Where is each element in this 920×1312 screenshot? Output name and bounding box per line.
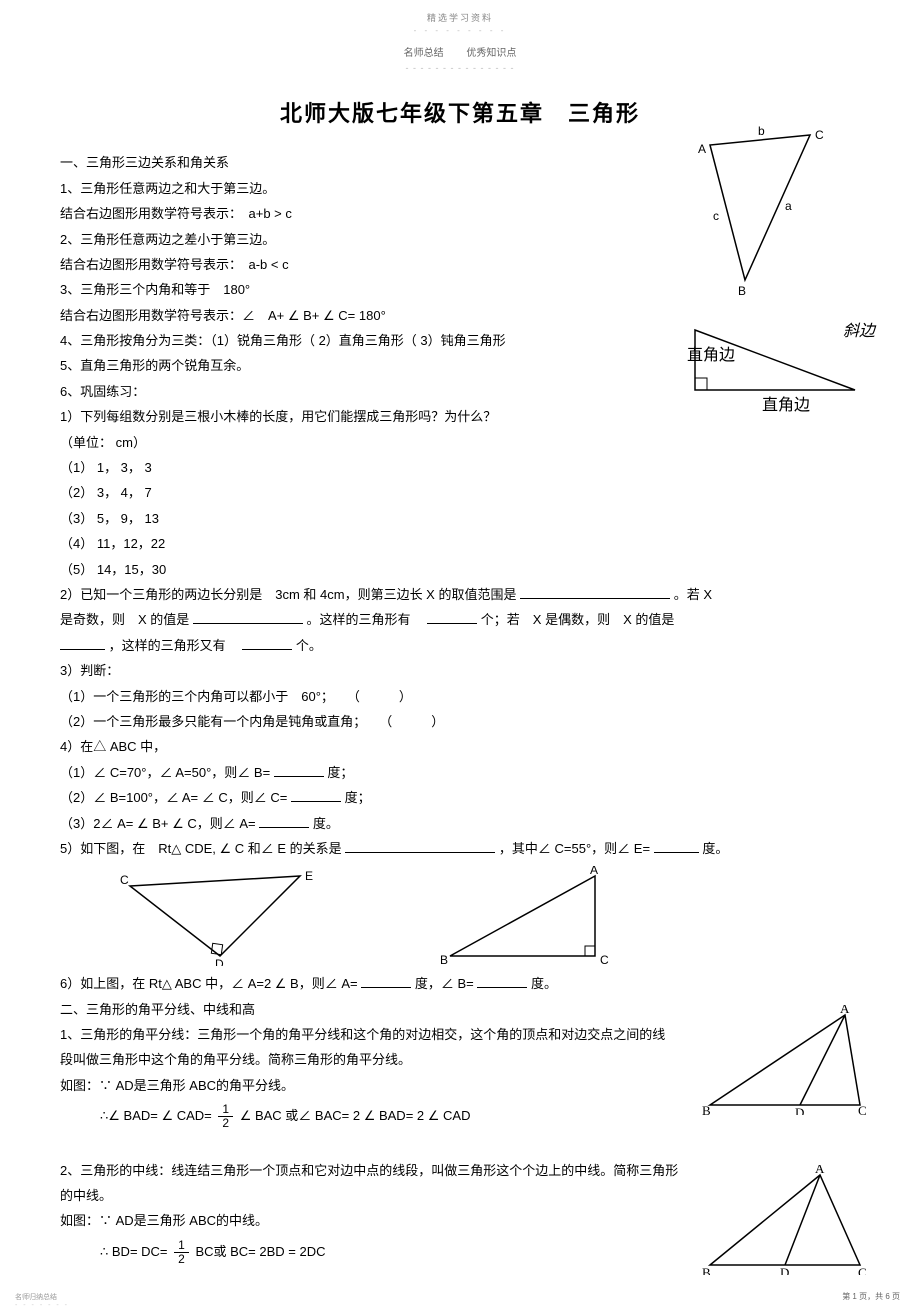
f2-a: ∴ BD= DC= [100,1244,171,1259]
ex6-a: 6）如上图，在 Rt△ ABC 中，∠ A=2 ∠ B，则∠ A= [60,976,361,991]
ex3-2: （2）一个三角形最多只能有一个内角是钝角或直角； （ ） [60,710,860,733]
fraction-half: 12 [174,1239,189,1266]
label-D: D [780,1265,789,1275]
ex6: 6）如上图，在 Rt△ ABC 中，∠ A=2 ∠ B，则∠ A= 度，∠ B=… [60,972,860,995]
label-b: b [758,125,765,138]
triangle-median-figure: A B D C [700,1165,870,1275]
label-A: A [840,1005,850,1016]
label-D: D [795,1105,804,1115]
label-B: B [702,1103,711,1115]
triangle-abc2-figure: A B C [440,866,640,966]
label-A: A [815,1165,825,1176]
label-B: B [738,284,746,295]
ex1-unit: （单位： cm） [60,431,860,454]
blank [345,852,495,853]
label-B: B [702,1265,711,1275]
label-C: C [815,128,824,142]
blank [477,987,527,988]
ex4-2: （2）∠ B=100°，∠ A= ∠ C，则∠ C= 度； [60,786,860,809]
label-side-vert: 直角边 [687,342,735,371]
header-sub-right: 优秀知识点 [466,48,516,59]
ex3-1: （1）一个三角形的三个内角可以都小于 60°； （ ） [60,685,860,708]
f1-b: ∠ BAC 或∠ BAC= 2 ∠ BAD= 2 ∠ CAD [240,1108,471,1123]
ex4-2a: （2）∠ B=100°，∠ A= ∠ C，则∠ C= [60,790,291,805]
blank [259,827,309,828]
blank [361,987,411,988]
ex4-3b: 度。 [313,816,339,831]
ex2-d: 。这样的三角形有 [307,612,424,627]
ex2-b: 。若 X [674,587,712,602]
ex1-2: （2） 3， 4， 7 [60,481,860,504]
label-A: A [590,866,598,877]
ex2-line2: 是奇数，则 X 的值是 。这样的三角形有 个；若 X 是偶数，则 X 的值是 [60,608,860,631]
header-dots: - - - - - - - - - [60,24,860,38]
ex4-2b: 度； [345,790,371,805]
ex2-a: 2）已知一个三角形的两边长分别是 3cm 和 4cm，则第三边长 X 的取值范围… [60,587,520,602]
ex2-e: 个；若 X 是偶数，则 X 的值是 [481,612,675,627]
ex4: 4）在△ ABC 中， [60,735,860,758]
fraction-half: 12 [218,1103,233,1130]
ex5-b: ，其中∠ C=55°，则∠ E= [499,841,650,856]
blank [520,598,670,599]
footer-right: 第 1 页，共 6 页 [842,1290,900,1304]
ex4-3: （3）2∠ A= ∠ B+ ∠ C，则∠ A= 度。 [60,812,860,835]
label-D: D [215,957,224,966]
ex5-a: 5）如下图，在 Rt△ CDE, ∠ C 和∠ E 的关系是 [60,841,345,856]
ex6-c: 度。 [531,976,557,991]
label-C: C [120,873,129,887]
blank [427,623,477,624]
triangle-bisector-figure: A B D C [700,1005,870,1115]
ex2-c: 是奇数，则 X 的值是 [60,612,193,627]
ex5-c: 度。 [702,841,728,856]
ex2-line3: ，这样的三角形又有 个。 [60,634,860,657]
ex4-1b: 度； [327,765,353,780]
ex3: 3）判断： [60,659,860,682]
label-hypotenuse: 斜边 [843,318,875,347]
blank [274,776,324,777]
f2-b: BC或 BC= 2BD = 2DC [195,1244,325,1259]
triangle-abc-figure: A B C a b c [690,125,830,295]
header-sub-line: - - - - - - - - - - - - - - - [60,60,860,76]
label-C: C [858,1103,867,1115]
footer-dots: - - - - - - - [15,1300,69,1312]
ex1-3: （3） 5， 9， 13 [60,507,860,530]
triangle-cde-figure: C D E [120,866,320,966]
ex4-1a: （1）∠ C=70°，∠ A=50°，则∠ B= [60,765,274,780]
ex1-5: （5） 14，15，30 [60,558,860,581]
ex4-3a: （3）2∠ A= ∠ B+ ∠ C，则∠ A= [60,816,259,831]
blank [193,623,303,624]
ex2-line1: 2）已知一个三角形的两边长分别是 3cm 和 4cm，则第三边长 X 的取值范围… [60,583,860,606]
label-a: a [785,199,792,213]
label-C: C [600,953,609,966]
ex4-1: （1）∠ C=70°，∠ A=50°，则∠ B= 度； [60,761,860,784]
blank [242,649,292,650]
ex2-f: ，这样的三角形又有 [109,638,239,653]
ex2-g: 个。 [296,638,322,653]
ex1-1: （1） 1， 3， 3 [60,456,860,479]
label-C: C [858,1265,867,1275]
label-side-horiz: 直角边 [762,392,810,421]
label-E: E [305,869,313,883]
blank [60,649,105,650]
ex6-b: 度，∠ B= [415,976,478,991]
label-B: B [440,953,448,966]
f1-a: ∴∠ BAD= ∠ CAD= [100,1108,215,1123]
blank [291,801,341,802]
ex5: 5）如下图，在 Rt△ CDE, ∠ C 和∠ E 的关系是 ，其中∠ C=55… [60,837,860,860]
blank [654,852,699,853]
header-sub-left: 名师总结 [404,48,444,59]
label-A: A [698,142,706,156]
label-c: c [713,209,719,223]
ex1-4: （4） 11，12，22 [60,532,860,555]
